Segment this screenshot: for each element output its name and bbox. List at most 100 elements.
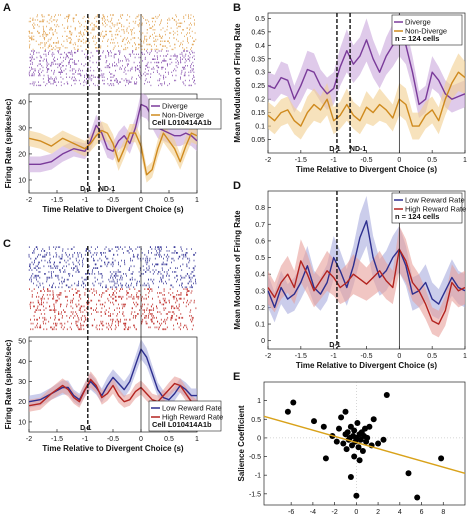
y-tick-label: 0.3 <box>255 70 265 77</box>
panel-letter-d: D <box>233 180 241 192</box>
panel-letter-e: E <box>233 371 240 383</box>
scatter-point <box>366 423 373 430</box>
x-tick-label: 0.5 <box>427 157 437 164</box>
x-tick-label: 0.5 <box>164 436 174 443</box>
scatter-point <box>354 420 361 426</box>
event-label: ND-1 <box>350 146 366 153</box>
panel-d: D -2 -1.5 -1 -0.5 0 0.5 1 0 0.1 0.2 0.3 0.4 0.5 0.6 0.7… <box>233 180 467 370</box>
legend-note: Cell L010414A1b <box>152 118 212 127</box>
x-tick-label: 0.5 <box>164 197 174 204</box>
y-axis-label: Firing Rate (spikes/sec) <box>4 98 13 188</box>
x-tick-label: 0 <box>139 436 143 443</box>
x-tick-label: -1 <box>82 197 88 204</box>
y-tick-label: 0.1 <box>255 124 265 131</box>
scatter-point <box>333 438 340 445</box>
x-tick-label: -1.5 <box>51 436 63 443</box>
event-label: D-1 <box>329 342 340 349</box>
event-label: D-1 <box>80 186 91 193</box>
scatter-point <box>355 444 362 451</box>
scatter-point <box>359 448 366 454</box>
x-tick-label: -0.5 <box>360 157 372 164</box>
y-tick-label: 0.5 <box>251 417 261 424</box>
x-tick-label: 2 <box>376 509 380 516</box>
x-tick-label: -1 <box>331 353 337 360</box>
scatter-point <box>414 494 421 501</box>
scatter-point <box>342 408 349 415</box>
x-tick-label: 8 <box>441 509 445 516</box>
scatter-point <box>351 453 358 460</box>
x-tick-label: -2 <box>26 197 32 204</box>
x-tick-label: -0.5 <box>360 353 372 360</box>
series-band-1 <box>268 225 465 338</box>
y-tick-label: 40 <box>18 99 26 106</box>
scatter-point <box>438 455 445 462</box>
scatter-point <box>347 474 354 480</box>
y-tick-label: 50 <box>18 339 26 346</box>
x-axis-label: Time Relative to Divergent Choice (s) <box>296 361 438 370</box>
scatter-point <box>353 492 360 499</box>
x-tick-label: -2 <box>26 436 32 443</box>
y-tick-label: 40 <box>18 359 26 366</box>
y-tick-label: 0.4 <box>255 43 265 50</box>
y-tick-label: 10 <box>18 419 26 426</box>
scatter-point <box>322 455 329 462</box>
raster-a <box>28 14 197 87</box>
x-tick-label: -4 <box>310 509 316 516</box>
x-tick-label: -0.5 <box>107 197 119 204</box>
legend-entry: High Reward Rate <box>162 413 223 422</box>
y-tick-label: 0.35 <box>251 56 265 63</box>
y-tick-label: 10 <box>18 177 26 184</box>
y-tick-label: 0.5 <box>255 16 265 23</box>
series-line-1 <box>28 378 198 407</box>
x-tick-label: 6 <box>420 509 424 516</box>
scatter-point <box>320 423 327 430</box>
legend-entry: Low Reward Rate <box>405 196 465 205</box>
x-axis-label: Time Relative to Divergent Choice (s) <box>42 444 184 453</box>
y-tick-label: 0 <box>257 435 261 442</box>
y-tick-label: 0.4 <box>255 272 265 279</box>
scatter-point <box>356 457 363 464</box>
x-tick-label: 0 <box>397 353 401 360</box>
x-tick-label: -2 <box>332 509 338 516</box>
y-axis-label: Mean Modulation of Firing Rate <box>233 23 242 143</box>
x-tick-label: 1 <box>195 436 199 443</box>
panel-b: B -2 -1.5 -1 -0.5 0 0.5 1 0.05 0.1 0.15 0.2 0.25 0.3 0… <box>233 2 467 174</box>
scatter-point <box>380 436 387 443</box>
legend-entry: High Reward Rate <box>405 205 466 214</box>
scatter-point <box>311 418 317 425</box>
y-tick-label: 0.2 <box>255 305 265 312</box>
y-tick-label: 0.7 <box>255 222 265 229</box>
y-tick-label: 0.5 <box>255 255 265 262</box>
x-tick-label: -1.5 <box>51 197 63 204</box>
scatter-point <box>290 399 297 406</box>
scatter-point <box>351 427 358 434</box>
legend-entry: Diverge <box>162 102 188 111</box>
panel-c: C -2 -1.5 -1 -0.5 0 0.5 1 10 20 30 40 50 Time Relativ… <box>3 238 223 453</box>
y-tick-label: 0.6 <box>255 238 265 245</box>
y-axis-label: Salience Coefficient <box>237 405 246 481</box>
series-band-1 <box>268 53 465 140</box>
panel-a: A -2 -1.5 -1 -0.5 0 0.5 1 10 20 30 40 Time Relative … <box>3 2 222 214</box>
y-tick-label: 0.05 <box>251 137 265 144</box>
series-line-0 <box>28 348 197 403</box>
scatter-point <box>370 416 377 423</box>
x-tick-label: -2 <box>265 353 271 360</box>
x-tick-label: -6 <box>288 509 294 516</box>
y-axis-label: Firing Rate (spikes/sec) <box>4 339 13 429</box>
panel-letter-c: C <box>3 238 11 250</box>
y-tick-label: 0.8 <box>255 205 265 212</box>
panel-letter-b: B <box>233 2 241 14</box>
x-axis-label: Time Relative to Divergent Choice (s) <box>42 205 184 214</box>
legend-entry: Non-Diverge <box>162 111 204 120</box>
y-tick-label: 20 <box>18 151 26 158</box>
y-tick-label: -0.5 <box>249 454 261 461</box>
legend-box <box>391 192 463 224</box>
legend-box <box>148 400 222 432</box>
x-tick-label: 0 <box>139 197 143 204</box>
x-tick-label: 1 <box>195 197 199 204</box>
scatter-point <box>383 392 390 398</box>
scatter-point <box>344 429 351 436</box>
panel-letter-a: A <box>3 2 11 14</box>
scatter-point <box>284 408 291 415</box>
